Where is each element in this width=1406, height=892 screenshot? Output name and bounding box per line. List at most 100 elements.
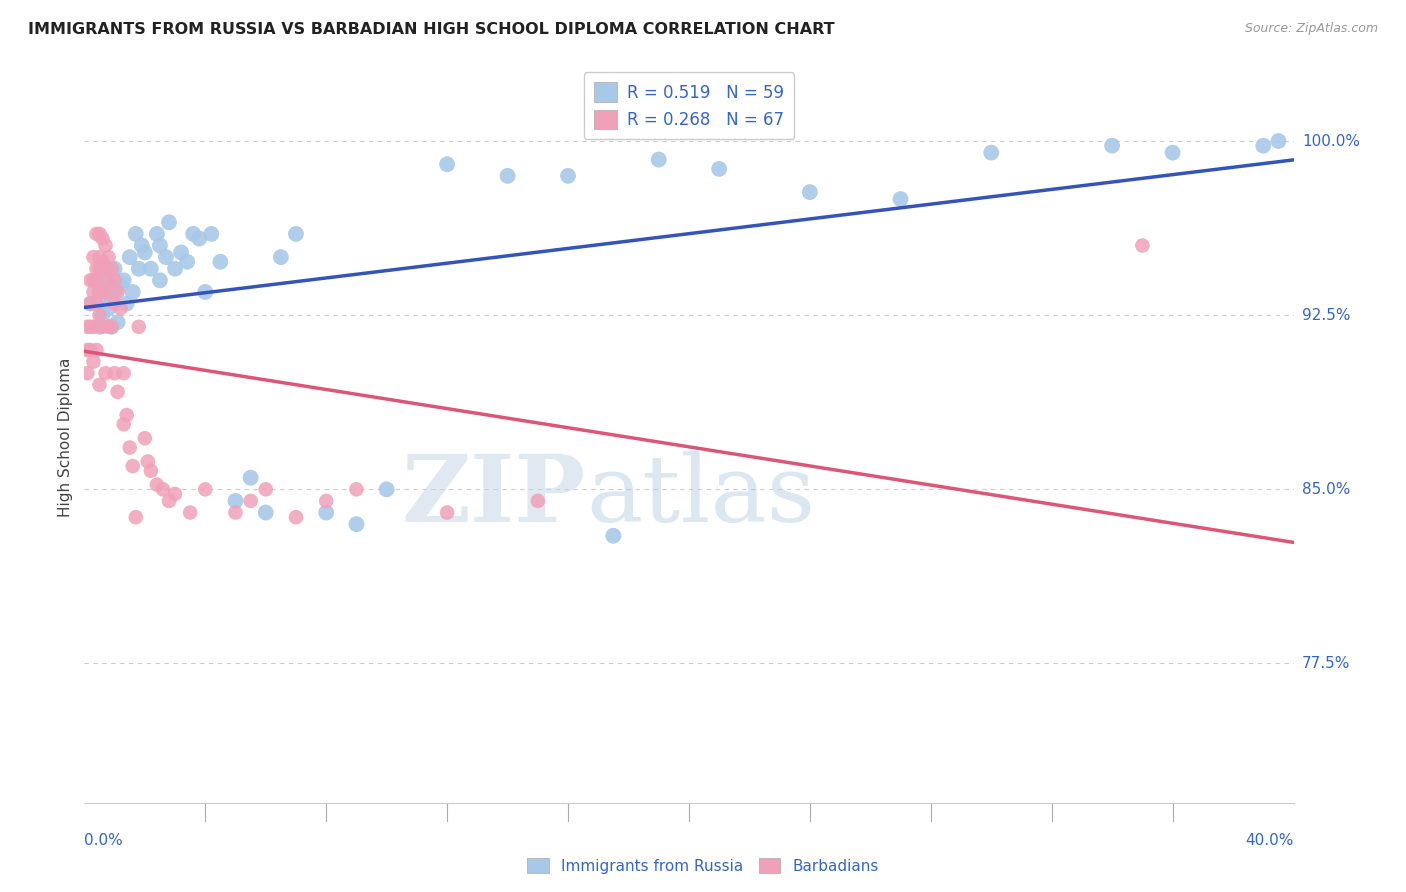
Point (115, 296, 138, 310)
Point (179, 506, 201, 520)
Text: Source: ZipAtlas.com: Source: ZipAtlas.com (1244, 22, 1378, 36)
Point (149, 273, 172, 287)
Point (89, 261, 111, 276)
Point (285, 227, 308, 241)
Point (79, 296, 101, 310)
Point (91, 308, 114, 322)
Point (152, 483, 174, 497)
Point (136, 454, 159, 468)
Point (157, 215, 180, 229)
Point (1130, 238, 1153, 252)
Point (155, 250, 177, 264)
Point (315, 506, 337, 520)
Point (648, 153, 671, 167)
Point (285, 510, 308, 524)
Point (118, 250, 141, 264)
Point (91, 285, 114, 299)
Point (100, 261, 122, 276)
Point (527, 494, 550, 508)
Point (94, 261, 117, 276)
Point (89, 285, 111, 299)
Point (82, 285, 104, 299)
Point (104, 273, 127, 287)
Point (139, 464, 162, 478)
Text: IMMIGRANTS FROM RUSSIA VS BARBADIAN HIGH SCHOOL DIPLOMA CORRELATION CHART: IMMIGRANTS FROM RUSSIA VS BARBADIAN HIGH… (28, 22, 835, 37)
Point (91, 261, 114, 276)
Point (165, 261, 187, 276)
Point (980, 145, 1002, 160)
Point (100, 292, 122, 306)
Point (112, 273, 135, 287)
Point (91, 231, 114, 245)
Point (1101, 138, 1123, 153)
Point (107, 315, 129, 329)
Point (89, 285, 111, 299)
Text: 85.0%: 85.0% (1302, 482, 1350, 497)
Point (82, 250, 104, 264)
Point (94, 366, 117, 380)
Point (82, 319, 104, 334)
Point (107, 285, 129, 299)
Point (602, 529, 624, 543)
Point (89, 377, 111, 392)
Point (91, 319, 114, 334)
Point (557, 169, 579, 183)
Text: 100.0%: 100.0% (1302, 134, 1360, 149)
Point (86, 273, 108, 287)
Text: 92.5%: 92.5% (1302, 308, 1350, 323)
Point (239, 494, 262, 508)
Point (100, 319, 122, 334)
Point (94, 296, 117, 310)
Point (436, 506, 458, 520)
Point (89, 319, 111, 334)
Point (194, 285, 217, 299)
Point (86, 273, 108, 287)
Point (1253, 138, 1275, 153)
Point (134, 245, 156, 260)
Point (146, 477, 169, 491)
Point (165, 487, 187, 501)
Point (118, 441, 141, 455)
Point (209, 254, 232, 268)
Point (104, 285, 127, 299)
Point (97, 273, 120, 287)
Point (82, 273, 104, 287)
Point (799, 185, 821, 199)
Point (125, 227, 148, 241)
Point (97, 301, 120, 316)
Point (121, 285, 143, 299)
Point (89, 250, 111, 264)
Point (225, 506, 247, 520)
Point (121, 459, 143, 474)
Point (239, 471, 262, 485)
Text: atlas: atlas (586, 450, 815, 541)
Text: ZIP: ZIP (402, 450, 586, 541)
Point (89, 227, 111, 241)
Point (270, 250, 292, 264)
Text: 0.0%: 0.0% (84, 833, 124, 848)
Point (97, 319, 120, 334)
Point (104, 261, 127, 276)
Point (496, 169, 519, 183)
Point (86, 261, 108, 276)
Point (131, 238, 153, 252)
Point (91, 254, 114, 268)
Point (134, 431, 156, 445)
Point (176, 254, 198, 268)
Point (112, 417, 135, 432)
Point (146, 227, 169, 241)
Point (86, 296, 108, 310)
Point (110, 301, 132, 316)
Text: 77.5%: 77.5% (1302, 656, 1350, 671)
Point (79, 296, 101, 310)
Point (890, 192, 912, 206)
Point (110, 277, 132, 292)
Point (94, 285, 117, 299)
Point (97, 250, 120, 264)
Point (170, 245, 193, 260)
Point (94, 238, 117, 252)
Point (125, 510, 148, 524)
Point (79, 343, 101, 357)
Point (436, 157, 458, 171)
Point (82, 354, 104, 368)
